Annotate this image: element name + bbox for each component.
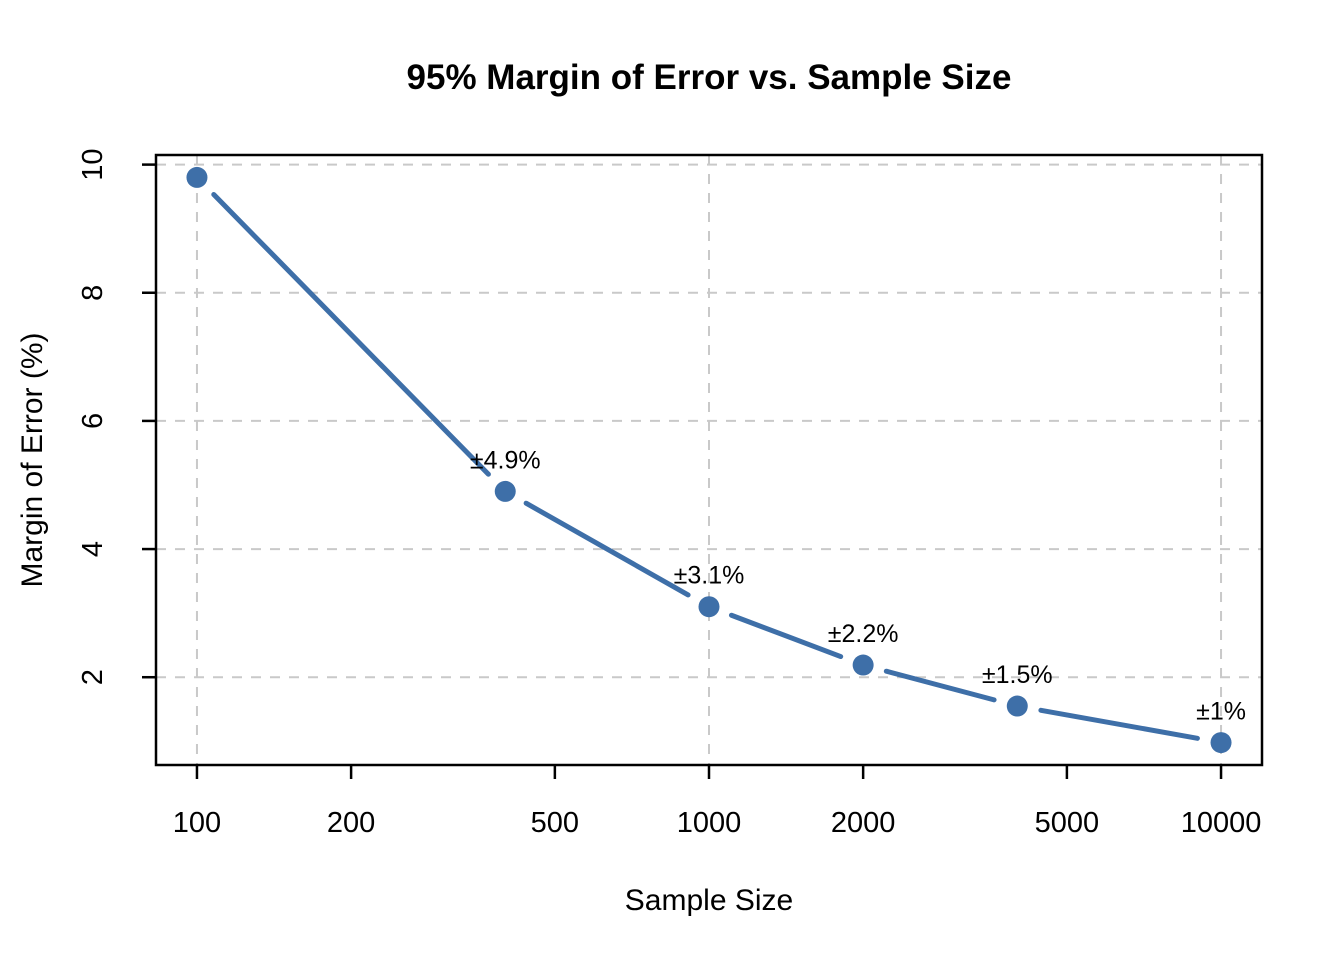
data-point <box>698 596 720 618</box>
chart-title: 95% Margin of Error vs. Sample Size <box>406 58 1012 97</box>
series-line-segment <box>211 192 491 477</box>
point-label: ±1% <box>1196 698 1246 726</box>
data-point <box>186 166 208 188</box>
x-tick-label: 2000 <box>831 807 896 839</box>
x-tick-label: 500 <box>531 807 579 839</box>
x-axis-title: Sample Size <box>624 884 794 917</box>
point-label: ±2.2% <box>828 620 899 648</box>
y-axis-title-text: Margin of Error (%) <box>16 332 49 588</box>
series-line-segment <box>728 612 844 660</box>
y-tick-label: 8 <box>77 285 109 301</box>
x-tick-label: 5000 <box>1035 807 1100 839</box>
x-tick-label: 200 <box>327 807 375 839</box>
point-label: ±4.9% <box>470 446 541 474</box>
x-tick-label: 10000 <box>1181 807 1262 839</box>
point-label: ±1.5% <box>982 661 1053 689</box>
data-point <box>1006 695 1028 717</box>
point-label: ±3.1% <box>674 562 745 590</box>
y-tick-label: 10 <box>77 148 109 180</box>
y-tick-label: 2 <box>77 669 109 685</box>
series-line-segment <box>523 500 691 598</box>
data-point <box>494 480 516 502</box>
x-tick-label: 1000 <box>677 807 742 839</box>
series-line-segment <box>883 668 997 703</box>
y-tick-label: 6 <box>77 413 109 429</box>
series-line-segment <box>1038 707 1200 741</box>
data-point <box>1210 732 1232 754</box>
y-tick-label: 4 <box>77 541 109 557</box>
x-tick-label: 100 <box>173 807 221 839</box>
data-point <box>852 654 874 676</box>
